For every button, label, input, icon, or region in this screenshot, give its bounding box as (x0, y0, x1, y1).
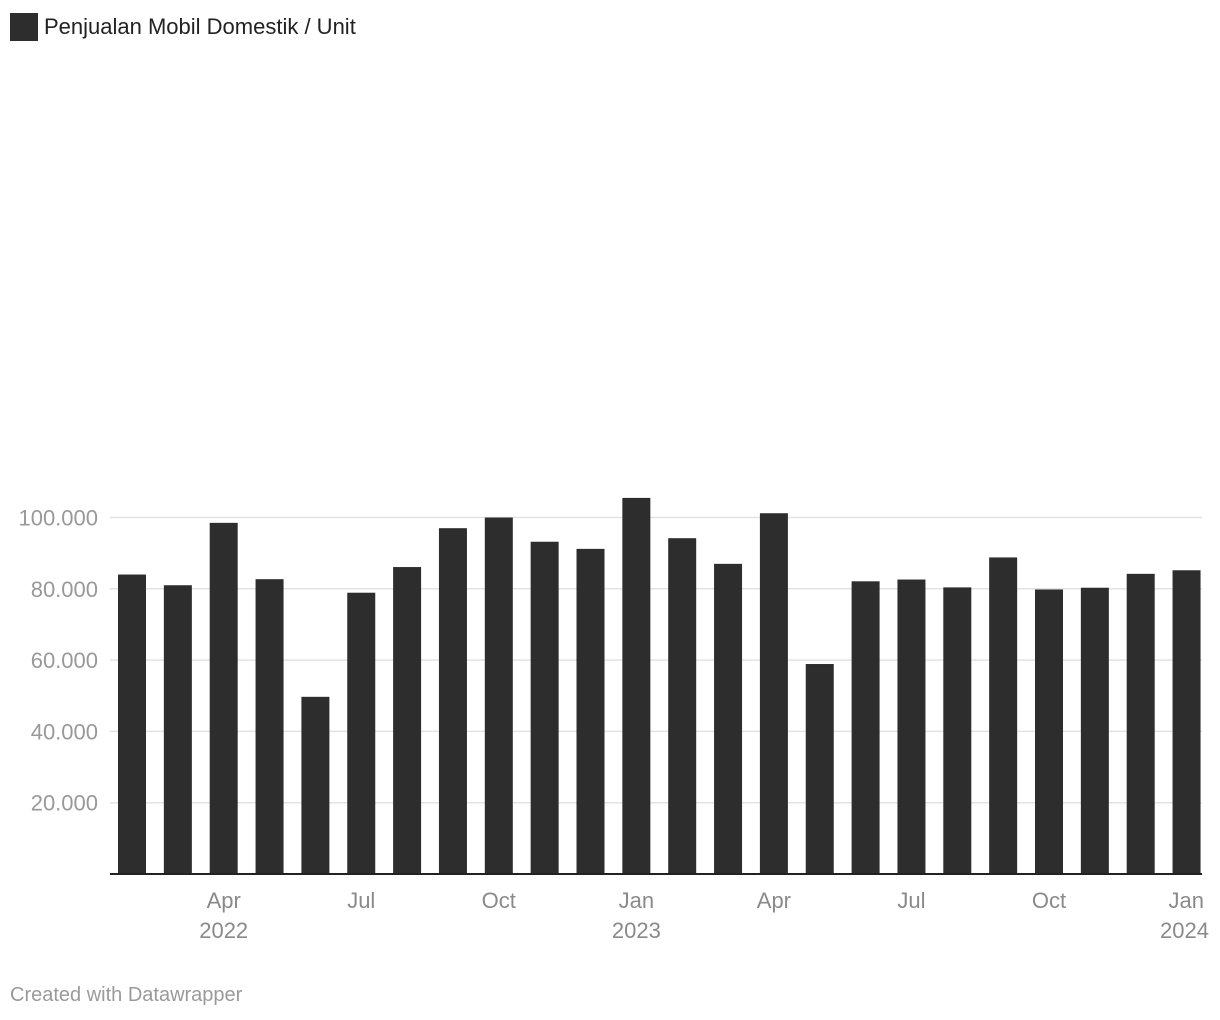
x-tick-label: Jan (1169, 888, 1204, 913)
x-tick-label: Apr (207, 888, 241, 913)
bar (301, 696, 330, 874)
bar (805, 664, 834, 874)
x-tick-year-label: 2024 (1160, 918, 1209, 943)
bar (576, 548, 605, 874)
x-tick-label: Oct (1032, 888, 1066, 913)
bar (209, 522, 238, 874)
bar (438, 528, 467, 874)
bar (897, 579, 926, 874)
legend-label: Penjualan Mobil Domestik / Unit (44, 14, 356, 39)
y-axis-tick-labels: 20.000 40.000 60.000 80.000 100.000 (18, 506, 98, 816)
x-tick-label: Jan (619, 888, 654, 913)
bar (1080, 587, 1109, 874)
bar (622, 497, 651, 874)
y-tick-label: 20.000 (31, 791, 98, 816)
y-tick-label: 80.000 (31, 577, 98, 602)
bar (255, 579, 284, 874)
y-tick-label: 60.000 (31, 648, 98, 673)
legend-swatch (10, 13, 38, 41)
y-tick-label: 100.000 (18, 506, 98, 531)
bar (851, 581, 880, 874)
x-tick-label: Apr (757, 888, 791, 913)
x-tick-label: Jul (897, 888, 925, 913)
bar (1035, 589, 1063, 874)
bar (530, 541, 559, 874)
x-tick-year-label: 2023 (612, 918, 661, 943)
x-tick-label: Oct (482, 888, 516, 913)
bar (118, 574, 146, 874)
bar (989, 557, 1018, 874)
bar (163, 585, 192, 874)
bar (714, 563, 743, 874)
bar (347, 592, 376, 874)
bar (943, 587, 972, 874)
credit-text: Created with Datawrapper (10, 984, 243, 1006)
bar (1172, 570, 1201, 874)
bar (759, 513, 788, 874)
bar (668, 538, 697, 874)
x-tick-year-label: 2022 (199, 918, 248, 943)
x-axis-tick-labels: Apr 2022 Jul Oct Jan 2023 Apr Jul Oct Jan 2024 (199, 888, 1209, 943)
bar (484, 517, 513, 874)
bars (118, 497, 1201, 874)
x-tick-label: Jul (347, 888, 375, 913)
y-tick-label: 40.000 (31, 719, 98, 744)
bar (1126, 573, 1155, 874)
bar (393, 567, 422, 874)
legend: Penjualan Mobil Domestik / Unit (10, 12, 356, 42)
gridlines (110, 516, 1202, 804)
